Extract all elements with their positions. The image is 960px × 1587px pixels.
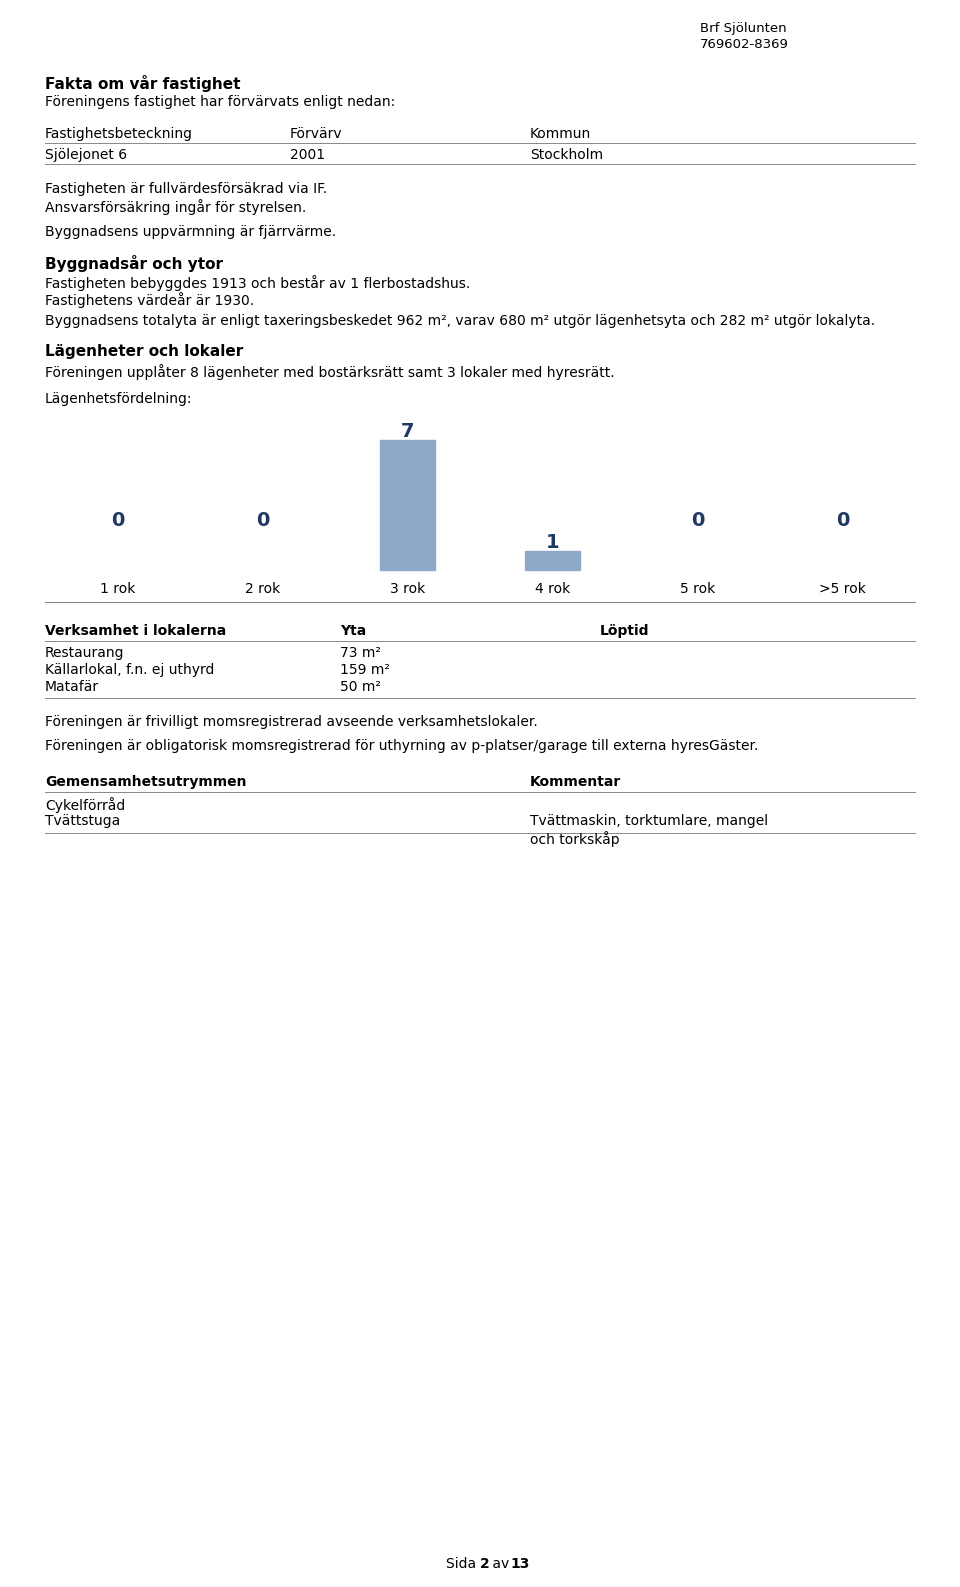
Text: Verksamhet i lokalerna: Verksamhet i lokalerna: [45, 624, 227, 638]
Text: Cykelförråd: Cykelförråd: [45, 797, 125, 813]
Text: 0: 0: [836, 511, 850, 530]
Text: 73 m²: 73 m²: [340, 646, 381, 660]
Text: 2001: 2001: [290, 148, 325, 162]
Text: Tvättstuga: Tvättstuga: [45, 814, 120, 828]
Text: 2: 2: [480, 1557, 490, 1571]
Text: Brf Sjölunten: Brf Sjölunten: [700, 22, 786, 35]
Text: Källarlokal, f.n. ej uthyrd: Källarlokal, f.n. ej uthyrd: [45, 663, 214, 678]
Text: Matafär: Matafär: [45, 679, 99, 694]
Text: 50 m²: 50 m²: [340, 679, 381, 694]
Text: 0: 0: [255, 511, 269, 530]
Text: Föreningens fastighet har förvärvats enligt nedan:: Föreningens fastighet har förvärvats enl…: [45, 95, 396, 110]
Text: 13: 13: [510, 1557, 529, 1571]
Text: >5 rok: >5 rok: [819, 582, 866, 597]
Text: Fastighetens värdeår är 1930.: Fastighetens värdeår är 1930.: [45, 292, 254, 308]
Bar: [380, 440, 435, 570]
Text: Byggnadsens totalyta är enligt taxeringsbeskedet 962 m², varav 680 m² utgör läge: Byggnadsens totalyta är enligt taxerings…: [45, 314, 876, 329]
Text: 1 rok: 1 rok: [100, 582, 135, 597]
Text: 5 rok: 5 rok: [680, 582, 715, 597]
Text: 159 m²: 159 m²: [340, 663, 390, 678]
Text: Byggnadsår och ytor: Byggnadsår och ytor: [45, 256, 223, 271]
Text: Föreningen är frivilligt momsregistrerad avseende verksamhetslokaler.: Föreningen är frivilligt momsregistrerad…: [45, 716, 538, 728]
Text: Stockholm: Stockholm: [530, 148, 603, 162]
Text: 1: 1: [545, 533, 560, 552]
Text: Sjölejonet 6: Sjölejonet 6: [45, 148, 127, 162]
Text: Kommentar: Kommentar: [530, 774, 621, 789]
Text: Fakta om vår fastighet: Fakta om vår fastighet: [45, 75, 241, 92]
Text: Föreningen upplåter 8 lägenheter med bostärksrätt samt 3 lokaler med hyresrätt.: Föreningen upplåter 8 lägenheter med bos…: [45, 363, 614, 379]
Text: Fastigheten bebyggdes 1913 och består av 1 flerbostadshus.: Fastigheten bebyggdes 1913 och består av…: [45, 275, 470, 290]
Text: Lägenheter och lokaler: Lägenheter och lokaler: [45, 344, 243, 359]
Text: 769602-8369: 769602-8369: [700, 38, 789, 51]
Text: och torkskåp: och torkskåp: [530, 832, 619, 847]
Bar: [525, 551, 580, 570]
Text: Föreningen är obligatorisk momsregistrerad för uthyrning av p-platser/garage til: Föreningen är obligatorisk momsregistrer…: [45, 740, 758, 752]
Text: 4 rok: 4 rok: [535, 582, 570, 597]
Text: 2 rok: 2 rok: [245, 582, 280, 597]
Text: Fastigheten är fullvärdesförsäkrad via IF.: Fastigheten är fullvärdesförsäkrad via I…: [45, 183, 327, 197]
Text: Fastighetsbeteckning: Fastighetsbeteckning: [45, 127, 193, 141]
Text: Gemensamhetsutrymmen: Gemensamhetsutrymmen: [45, 774, 247, 789]
Text: Tvättmaskin, torktumlare, mangel: Tvättmaskin, torktumlare, mangel: [530, 814, 768, 828]
Text: Lägenhetsfördelning:: Lägenhetsfördelning:: [45, 392, 193, 406]
Text: 7: 7: [400, 422, 415, 441]
Text: 0: 0: [691, 511, 705, 530]
Text: Yta: Yta: [340, 624, 367, 638]
Text: Kommun: Kommun: [530, 127, 591, 141]
Text: av: av: [488, 1557, 514, 1571]
Text: 3 rok: 3 rok: [390, 582, 425, 597]
Text: Sida: Sida: [445, 1557, 480, 1571]
Text: 0: 0: [110, 511, 124, 530]
Text: Ansvarsförsäkring ingår för styrelsen.: Ansvarsförsäkring ingår för styrelsen.: [45, 198, 306, 214]
Text: Förvärv: Förvärv: [290, 127, 343, 141]
Text: Löptid: Löptid: [600, 624, 650, 638]
Text: Restaurang: Restaurang: [45, 646, 125, 660]
Text: Byggnadsens uppvärmning är fjärrvärme.: Byggnadsens uppvärmning är fjärrvärme.: [45, 225, 336, 240]
